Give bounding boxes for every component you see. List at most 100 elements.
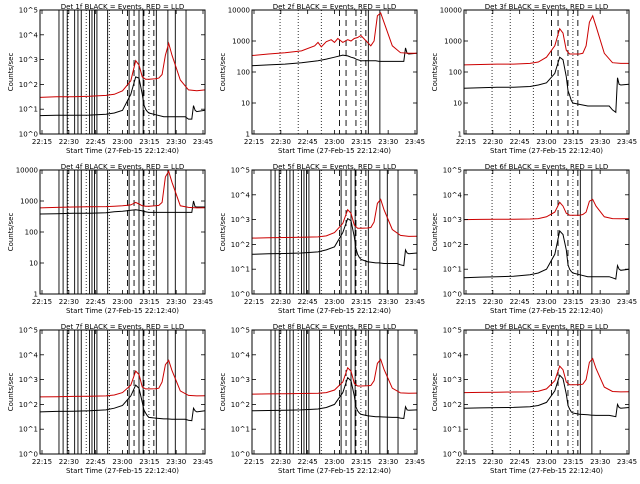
detector-panel-8: 10^0 10^1 10^2 10^3 10^4 10^5 22:15 22:30 22:45 2… xyxy=(219,323,425,475)
events-series-line xyxy=(39,76,206,120)
x-axis-label: Start Time (27-Feb-15 22:12:40) xyxy=(66,147,179,155)
detector-panel-9: 10^0 10^1 10^2 10^3 10^4 10^5 22:15 22:30 22:45 2… xyxy=(431,323,637,475)
y-tick-label: 10^5 xyxy=(19,7,38,15)
lld-series-line xyxy=(463,14,629,66)
lld-series-line xyxy=(39,41,206,98)
x-tick-label: 22:45 xyxy=(510,458,530,466)
y-tick-label: 10^4 xyxy=(231,351,251,359)
x-axis-label: Start Time (27-Feb-15 22:12:40) xyxy=(278,467,391,475)
lld-series-line xyxy=(39,359,206,398)
x-axis-label: Start Time (27-Feb-15 22:12:40) xyxy=(278,307,391,315)
y-tick-label: 10^4 xyxy=(443,351,463,359)
y-tick-label: 10000 xyxy=(228,7,250,15)
x-tick-label: 22:30 xyxy=(59,458,79,466)
y-tick-label: 10^1 xyxy=(443,426,462,434)
x-axis-label: Start Time (27-Feb-15 22:12:40) xyxy=(490,307,603,315)
detector-panel-4: 1 10 100 1000 10000 22:15 22:30 22:45 23:00 23:15… xyxy=(7,163,213,315)
detector-panel-6: 10^0 10^1 10^2 10^3 10^4 10^5 22:15 22:30 22:45 2… xyxy=(431,163,637,315)
x-tick-label: 23:30 xyxy=(166,138,186,146)
lld-series-line xyxy=(463,357,630,394)
y-tick-label: 1 xyxy=(34,291,38,299)
x-tick-label: 23:30 xyxy=(166,458,186,466)
y-tick-label: 10^4 xyxy=(19,351,39,359)
y-axis-label: Counts/sec xyxy=(431,213,439,252)
x-tick-label: 22:30 xyxy=(483,458,503,466)
x-tick-label: 23:15 xyxy=(351,298,371,306)
detector-panel-1: 10^0 10^1 10^2 10^3 10^4 10^5 22:15 22:30 22:45 2… xyxy=(7,3,213,155)
panel-title: Det 1f BLACK = Events, RED = LLD xyxy=(61,3,184,11)
x-tick-label: 22:45 xyxy=(298,298,318,306)
x-tick-label: 22:30 xyxy=(271,298,291,306)
y-tick-label: 10 xyxy=(453,100,462,108)
y-tick-label: 10 xyxy=(29,260,38,268)
y-tick-label: 10^5 xyxy=(443,327,462,335)
x-tick-label: 22:45 xyxy=(86,138,106,146)
y-axis-label: Counts/sec xyxy=(7,373,15,412)
lld-series-line xyxy=(39,170,206,209)
events-series-line xyxy=(39,384,206,422)
x-axis-label: Start Time (27-Feb-15 22:12:40) xyxy=(278,147,391,155)
x-tick-label: 23:45 xyxy=(617,298,637,306)
x-tick-label: 23:15 xyxy=(351,458,371,466)
x-tick-label: 23:30 xyxy=(378,138,398,146)
x-tick-label: 23:45 xyxy=(405,138,425,146)
y-tick-label: 1 xyxy=(246,131,250,139)
x-tick-label: 23:15 xyxy=(563,298,583,306)
x-tick-label: 23:45 xyxy=(193,138,213,146)
y-tick-label: 10^2 xyxy=(443,401,462,409)
x-tick-label: 22:15 xyxy=(244,458,264,466)
panel-title: Det 3f BLACK = Events, RED = LLD xyxy=(485,3,608,11)
y-tick-label: 1000 xyxy=(232,38,250,46)
x-axis-label: Start Time (27-Feb-15 22:12:40) xyxy=(490,147,603,155)
y-tick-label: 10^3 xyxy=(443,216,462,224)
plot-frame xyxy=(251,329,418,455)
x-tick-label: 22:30 xyxy=(59,138,79,146)
x-tick-label: 23:15 xyxy=(139,298,159,306)
x-tick-label: 23:30 xyxy=(590,458,610,466)
x-tick-label: 22:30 xyxy=(59,298,79,306)
y-tick-label: 10^1 xyxy=(19,426,38,434)
x-tick-label: 23:00 xyxy=(324,138,344,146)
panel-title: Det 8f BLACK = Events, RED = LLD xyxy=(273,323,396,331)
y-tick-label: 10^0 xyxy=(19,131,38,139)
y-tick-label: 10^1 xyxy=(443,266,462,274)
y-tick-label: 10^4 xyxy=(231,191,251,199)
events-series-line xyxy=(251,47,418,67)
detector-panel-3: 1 10 100 1000 10000 22:15 22:30 22:45 23:00 23:15… xyxy=(431,3,637,155)
x-axis-label: Start Time (27-Feb-15 22:12:40) xyxy=(490,467,603,475)
x-tick-label: 23:30 xyxy=(378,298,398,306)
x-tick-label: 22:30 xyxy=(483,298,503,306)
x-tick-label: 22:15 xyxy=(456,298,476,306)
y-tick-label: 10^2 xyxy=(19,401,38,409)
x-tick-label: 23:00 xyxy=(324,458,344,466)
panel-title: Det 5f BLACK = Events, RED = LLD xyxy=(273,163,396,171)
y-tick-label: 10^0 xyxy=(443,291,462,299)
x-tick-label: 22:45 xyxy=(86,458,106,466)
y-tick-label: 10^3 xyxy=(443,376,462,384)
y-tick-label: 10^0 xyxy=(231,291,250,299)
events-series-line xyxy=(463,374,630,418)
y-tick-label: 10^2 xyxy=(231,241,250,249)
x-tick-label: 22:15 xyxy=(244,138,264,146)
x-tick-label: 23:30 xyxy=(590,138,610,146)
x-tick-label: 23:15 xyxy=(139,458,159,466)
y-tick-label: 10^2 xyxy=(443,241,462,249)
y-tick-label: 10^1 xyxy=(231,426,250,434)
y-tick-label: 10^0 xyxy=(443,451,462,459)
x-tick-label: 23:30 xyxy=(166,298,186,306)
x-tick-label: 22:45 xyxy=(298,138,318,146)
x-axis-label: Start Time (27-Feb-15 22:12:40) xyxy=(66,467,179,475)
x-tick-label: 22:15 xyxy=(456,138,476,146)
x-tick-label: 23:00 xyxy=(112,298,132,306)
detector-panel-2: 1 10 100 1000 10000 22:15 22:30 22:45 23:00 23:15… xyxy=(219,3,425,155)
y-axis-label: Counts/sec xyxy=(431,373,439,412)
x-tick-label: 22:15 xyxy=(244,298,264,306)
y-axis-label: Counts/sec xyxy=(219,373,227,412)
x-tick-label: 23:15 xyxy=(563,458,583,466)
y-axis-label: Counts/sec xyxy=(7,213,15,252)
x-tick-label: 22:30 xyxy=(271,138,291,146)
plot-frame xyxy=(463,9,630,135)
x-tick-label: 23:45 xyxy=(617,458,637,466)
y-tick-label: 10^3 xyxy=(19,56,38,64)
